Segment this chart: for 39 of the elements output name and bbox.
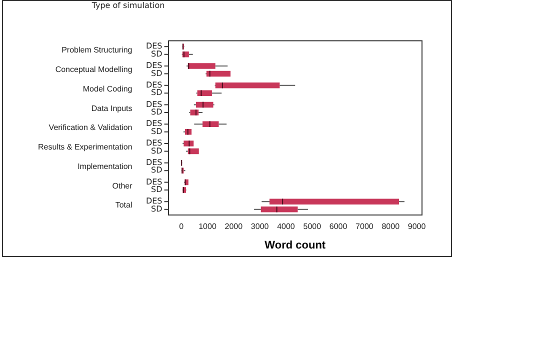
y-tick-label: Data Inputs <box>91 104 132 113</box>
x-tick-label: 1000 <box>198 222 217 232</box>
y-tick-label: Conceptual Modelling <box>55 65 132 74</box>
x-tick-label: 3000 <box>250 222 270 232</box>
x-axis-title: Word count <box>264 239 326 252</box>
text: SD <box>151 146 162 156</box>
text: DES <box>146 138 162 148</box>
text: SD <box>151 49 162 58</box>
y-tick-label: Total <box>115 200 132 210</box>
text: DES <box>146 80 162 90</box>
x-tick-label: 8000 <box>382 222 400 232</box>
text: DES <box>146 177 162 186</box>
text: DES <box>146 42 162 51</box>
text: DES <box>146 196 162 206</box>
text: DES <box>146 100 162 109</box>
y-tick-label: Results & Experimentation <box>38 142 132 152</box>
x-tick-label: 7000 <box>356 222 374 232</box>
text: SD <box>151 68 162 78</box>
text: SD <box>151 166 162 175</box>
y-tick-label: Other <box>112 181 133 190</box>
y-tick-label: Model Coding <box>82 84 132 94</box>
text: SD <box>151 185 162 194</box>
y-tick-label: Implementation <box>78 162 132 171</box>
x-tick-label: 0 <box>179 222 184 232</box>
x-tick-label: 6000 <box>329 222 348 232</box>
text: SD <box>151 108 162 117</box>
y-tick-label: Problem Structuring <box>62 46 132 55</box>
text: DES <box>146 61 162 70</box>
text: SD <box>151 204 162 214</box>
y-tick-label: Verification & Validation <box>48 123 132 132</box>
x-tick-label: 2000 <box>224 222 244 232</box>
legend-title: Type of simulation <box>90 1 165 10</box>
x-tick-label: 4000 <box>277 222 296 232</box>
x-tick-label: 9000 <box>408 222 426 232</box>
text: SD <box>151 126 162 136</box>
x-tick-label: 5000 <box>303 222 322 232</box>
text: DES <box>146 119 162 128</box>
text: DES <box>146 158 162 167</box>
text: SD <box>151 88 162 98</box>
